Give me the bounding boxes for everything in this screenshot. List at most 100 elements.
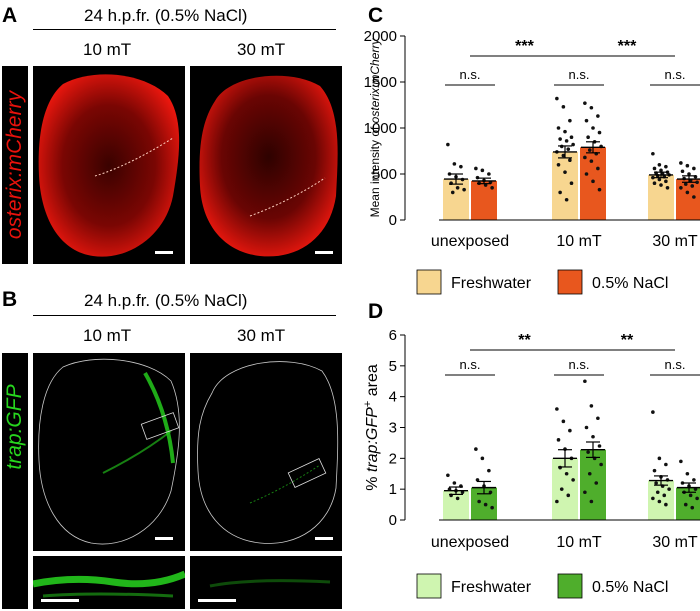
comparison-label: n.s. xyxy=(569,67,590,82)
data-point xyxy=(563,129,567,134)
bar xyxy=(676,179,700,220)
data-point xyxy=(583,101,587,105)
panel-b-header: 24 h.p.fr. (0.5% NaCl) xyxy=(84,291,248,310)
data-point xyxy=(667,487,671,491)
data-point xyxy=(555,499,559,504)
data-point xyxy=(690,505,695,510)
panel-b-letter: B xyxy=(2,288,18,311)
data-point xyxy=(563,170,567,174)
data-point xyxy=(657,177,662,182)
data-point xyxy=(690,184,695,188)
panel-b-image-10mt xyxy=(33,353,185,551)
data-point xyxy=(587,471,592,476)
data-point xyxy=(490,186,494,190)
y-tick-label: 6 xyxy=(389,327,397,344)
data-point xyxy=(652,166,657,171)
y-axis-label: Mean intensity of osterix:mCherry xyxy=(368,38,382,218)
data-point xyxy=(657,499,662,504)
comparison-label: n.s. xyxy=(665,67,686,82)
y-tick-label: 0 xyxy=(389,512,397,529)
bar xyxy=(648,480,674,520)
panel-a-image-30mt xyxy=(190,66,342,264)
panel-b-side-label-box: trap:GFP xyxy=(2,353,28,609)
data-point xyxy=(450,190,455,195)
y-tick-label: 0 xyxy=(389,212,397,229)
y-tick-label: 2 xyxy=(389,450,397,467)
y-tick-label: 2000 xyxy=(364,28,397,45)
data-point xyxy=(659,183,663,187)
y-tick-label: 1 xyxy=(389,481,397,498)
data-point xyxy=(591,126,595,130)
panel-a-cond-left: 10 mT xyxy=(83,40,132,59)
bar xyxy=(580,449,606,520)
data-point xyxy=(452,162,457,166)
y-tick-label: 1000 xyxy=(364,120,397,137)
data-point xyxy=(664,179,668,184)
comparison-label: n.s. xyxy=(460,67,481,82)
bar xyxy=(443,490,469,520)
data-point xyxy=(664,502,668,507)
data-point xyxy=(475,478,480,482)
y-axis-label-part: + xyxy=(362,401,374,408)
data-point xyxy=(569,181,574,185)
data-point xyxy=(685,471,690,476)
data-point xyxy=(455,186,460,190)
data-point xyxy=(583,155,587,160)
panel-b-inset-10mt xyxy=(33,556,185,609)
y-tick-label: 4 xyxy=(389,389,397,406)
data-point xyxy=(452,481,457,485)
data-point xyxy=(459,164,463,169)
panel-b-scalebar-right xyxy=(315,537,333,540)
data-point xyxy=(589,159,594,163)
data-point xyxy=(566,493,571,498)
data-point xyxy=(568,158,572,162)
data-point xyxy=(587,148,592,152)
x-category-label: 10 mT xyxy=(556,233,602,250)
data-point xyxy=(558,465,562,470)
data-point xyxy=(597,444,602,448)
data-point xyxy=(490,505,494,510)
data-point xyxy=(683,182,688,186)
data-point xyxy=(474,447,478,451)
data-point xyxy=(589,105,594,110)
panel-a-letter: A xyxy=(2,4,18,27)
x-category-label: unexposed xyxy=(431,233,509,250)
panel-b-header-rule xyxy=(33,315,336,316)
data-point xyxy=(685,163,690,168)
panel-b-inset-scalebar-left xyxy=(41,599,79,602)
data-point xyxy=(688,493,693,498)
bar xyxy=(580,147,606,220)
data-point xyxy=(589,404,594,408)
data-point xyxy=(583,379,587,384)
data-point xyxy=(455,496,460,501)
x-category-label: 10 mT xyxy=(556,534,602,551)
data-point xyxy=(558,190,562,195)
data-point xyxy=(566,147,571,151)
panel-a-header-rule xyxy=(33,29,336,30)
data-point xyxy=(664,164,668,169)
data-point xyxy=(569,135,574,139)
data-point xyxy=(665,186,670,190)
data-point xyxy=(655,490,660,495)
panel-b-inset-30mt xyxy=(190,556,342,609)
comparison-label: n.s. xyxy=(665,357,686,372)
data-point xyxy=(446,473,450,478)
data-point xyxy=(597,130,602,135)
data-point xyxy=(477,499,481,504)
panel-a-scalebar-right xyxy=(315,251,333,254)
data-point xyxy=(659,168,663,173)
y-tick-label: 1500 xyxy=(364,74,397,91)
panel-a-side-label: osterix:mCherry xyxy=(3,90,26,240)
data-point xyxy=(596,114,600,118)
data-point xyxy=(568,118,572,123)
x-category-label: 30 mT xyxy=(652,534,698,551)
bar xyxy=(676,487,700,520)
data-point xyxy=(692,478,696,482)
data-point xyxy=(664,462,668,467)
bar xyxy=(443,179,469,220)
data-point xyxy=(591,434,595,439)
data-point xyxy=(692,195,696,199)
data-point xyxy=(594,481,599,485)
legend-swatch xyxy=(416,573,442,599)
